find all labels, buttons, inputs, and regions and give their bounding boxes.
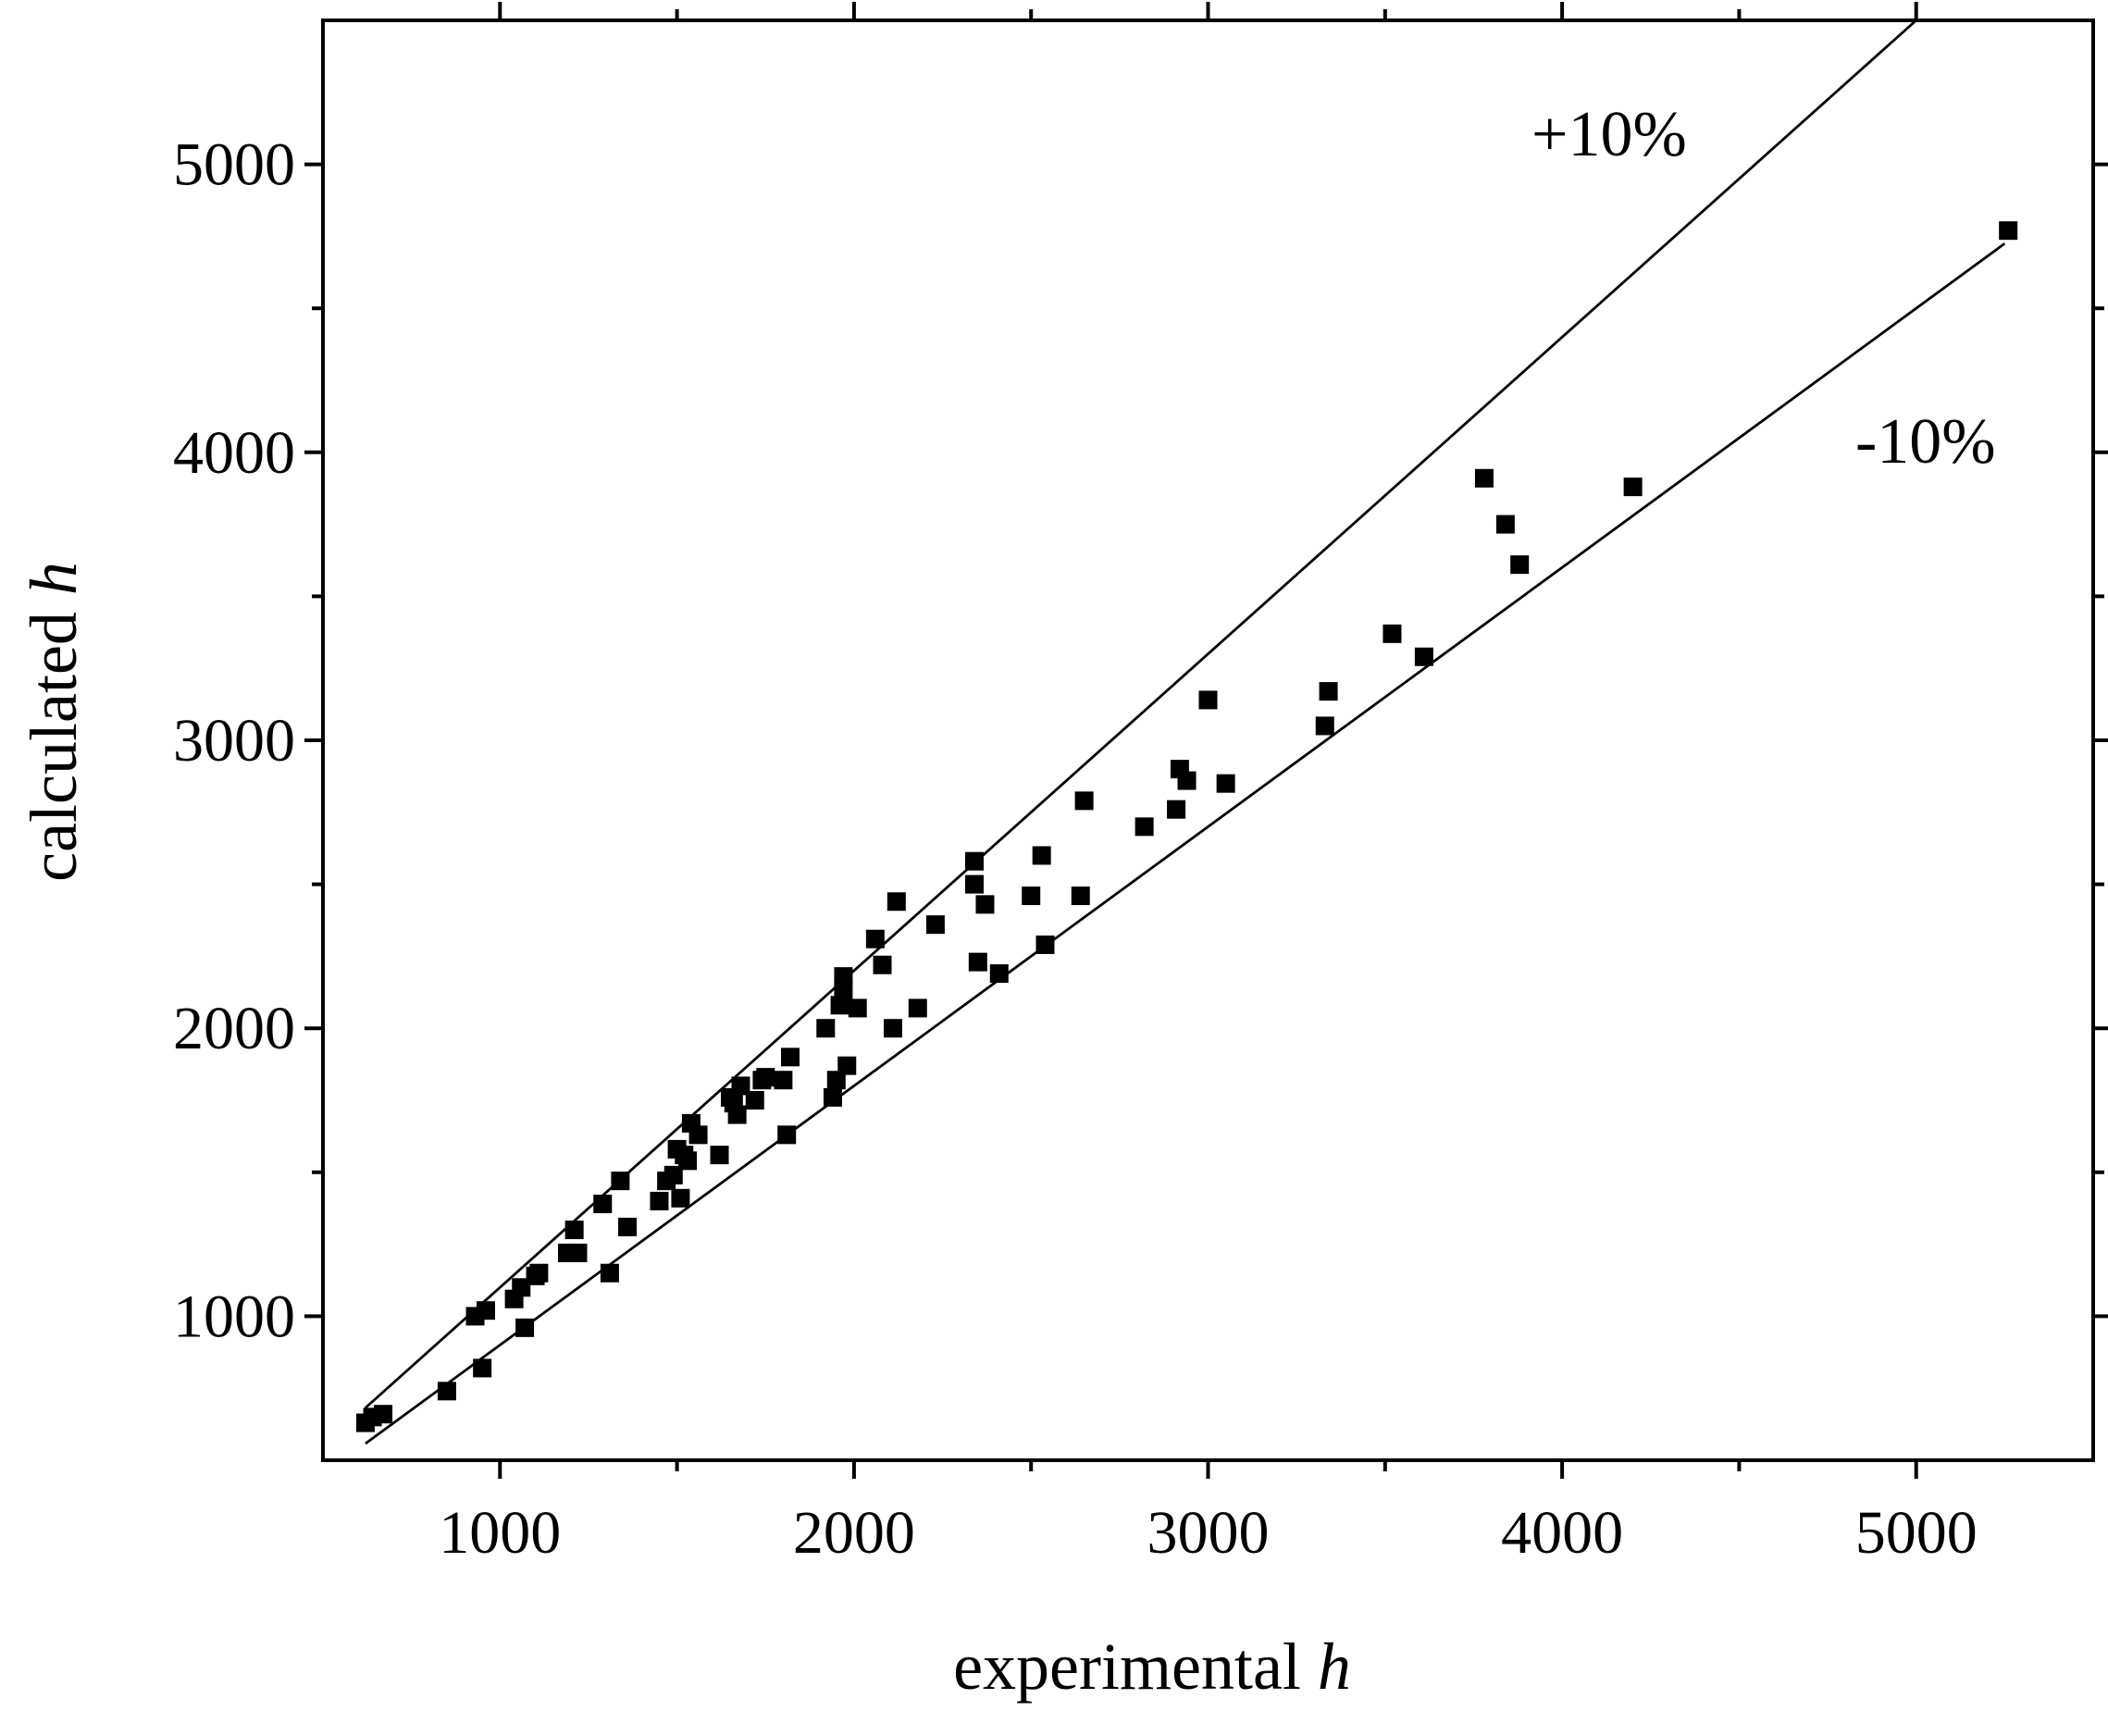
x-tick-label: 4000 <box>1501 1499 1623 1567</box>
data-point <box>437 1382 456 1401</box>
data-point <box>1198 690 1218 710</box>
data-point <box>756 1068 775 1087</box>
data-point <box>564 1221 584 1240</box>
y-tick-label: 4000 <box>173 419 295 487</box>
data-point <box>1035 935 1055 954</box>
data-point <box>515 1318 535 1337</box>
data-point <box>529 1263 549 1283</box>
data-point <box>883 1019 902 1038</box>
data-point <box>834 967 853 986</box>
data-point <box>745 1091 764 1110</box>
data-points <box>355 221 2018 1432</box>
data-point <box>1032 846 1051 865</box>
y-tick-label: 2000 <box>173 995 295 1062</box>
data-point <box>1510 555 1530 575</box>
data-point <box>512 1278 531 1297</box>
data-point <box>816 1019 836 1038</box>
data-point <box>925 915 945 935</box>
data-point <box>650 1191 669 1210</box>
x-tick-label: 5000 <box>1855 1499 1978 1567</box>
reference-lines <box>364 19 2006 1445</box>
data-point <box>727 1105 747 1124</box>
data-point <box>1167 800 1186 819</box>
data-point <box>908 998 927 1018</box>
x-tick-label: 2000 <box>793 1499 915 1567</box>
data-point <box>837 1056 857 1075</box>
data-point <box>774 1071 793 1090</box>
y-tick-label: 3000 <box>173 707 295 775</box>
data-point <box>1071 887 1090 906</box>
data-point <box>374 1405 393 1424</box>
data-point <box>1177 771 1197 790</box>
x-tick-label: 1000 <box>439 1499 561 1567</box>
minus-10-percent-line <box>365 242 2006 1445</box>
ref-label-plus: +10% <box>1531 99 1687 170</box>
data-point <box>1414 647 1433 666</box>
data-point <box>975 895 995 914</box>
data-point <box>663 1165 683 1184</box>
data-point <box>731 1076 750 1096</box>
data-point <box>781 1048 800 1067</box>
data-point <box>823 1087 842 1107</box>
data-point <box>710 1146 729 1165</box>
data-point <box>593 1195 613 1214</box>
data-point <box>1319 682 1338 701</box>
data-point <box>848 998 867 1018</box>
plot-frame <box>321 19 2095 1462</box>
data-point <box>887 892 906 911</box>
data-point <box>1135 817 1154 837</box>
data-point <box>1074 791 1094 811</box>
data-point <box>830 996 849 1015</box>
data-point <box>473 1358 492 1378</box>
data-point <box>964 851 984 871</box>
data-point <box>964 874 984 894</box>
data-point <box>873 955 892 974</box>
data-point <box>618 1217 638 1236</box>
data-point <box>568 1243 588 1262</box>
data-point <box>476 1301 495 1321</box>
data-point <box>1623 477 1643 497</box>
data-point <box>1315 716 1334 736</box>
axis-ticks: 1000 2000 3000 4000 5000 1000 2000 3000 4000 5000 <box>173 2 2108 1567</box>
x-axis-title: experimental h <box>953 1630 1351 1704</box>
data-point <box>1022 887 1041 906</box>
data-point <box>1383 624 1402 643</box>
data-point <box>1216 774 1235 793</box>
data-point <box>678 1151 698 1171</box>
data-point <box>688 1125 708 1145</box>
data-point <box>968 952 987 972</box>
y-tick-label: 5000 <box>173 131 295 199</box>
data-point <box>1999 221 2018 241</box>
ref-label-minus: -10% <box>1855 406 1996 477</box>
data-point <box>671 1188 690 1208</box>
y-axis-title: calculated h <box>17 562 91 882</box>
data-point <box>826 1071 846 1090</box>
data-point <box>611 1172 630 1191</box>
data-point <box>989 964 1009 984</box>
data-point <box>777 1125 797 1145</box>
x-tick-label: 3000 <box>1147 1499 1270 1567</box>
data-point <box>1495 515 1515 534</box>
data-point <box>600 1263 619 1283</box>
data-point <box>834 981 853 1000</box>
data-point <box>865 929 885 949</box>
y-tick-label: 1000 <box>173 1283 295 1350</box>
data-point <box>1474 468 1494 488</box>
